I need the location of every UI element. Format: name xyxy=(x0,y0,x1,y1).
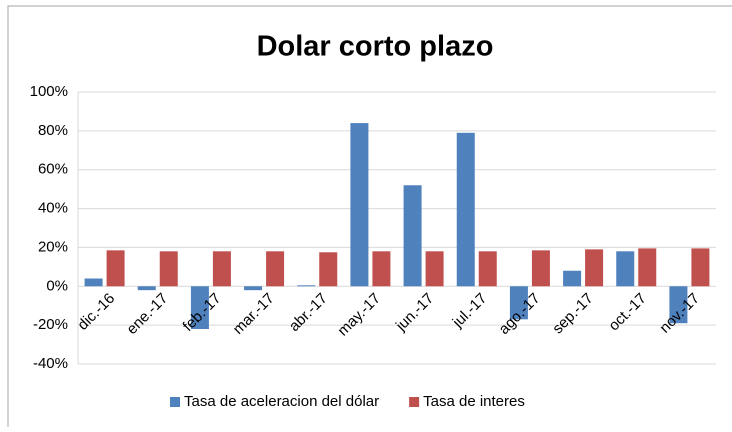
y-tick-label: -20% xyxy=(33,316,68,333)
legend-swatch xyxy=(409,397,420,407)
y-tick-label: 60% xyxy=(38,161,68,178)
bar xyxy=(616,251,635,287)
bar xyxy=(350,123,369,287)
bar xyxy=(669,286,688,324)
y-tick-label: 80% xyxy=(38,122,68,139)
bar xyxy=(319,252,338,287)
bar xyxy=(159,251,178,287)
chart-frame xyxy=(7,5,732,432)
bar xyxy=(137,286,156,291)
bar xyxy=(425,251,444,287)
y-tick-label: 20% xyxy=(38,238,68,255)
bar xyxy=(266,251,285,287)
y-tick-label: -40% xyxy=(33,355,68,372)
bar xyxy=(297,285,316,287)
y-tick-label: 100% xyxy=(30,83,68,100)
bar xyxy=(585,249,604,287)
y-tick-label: 40% xyxy=(38,200,68,217)
bar xyxy=(563,270,582,287)
bar xyxy=(190,286,209,330)
bar xyxy=(509,286,528,320)
bar xyxy=(212,251,231,287)
bar xyxy=(691,248,710,287)
bar xyxy=(638,248,657,287)
bar xyxy=(84,278,103,287)
bar xyxy=(106,250,125,287)
bar xyxy=(456,132,475,287)
bar xyxy=(372,251,391,287)
bar xyxy=(244,286,263,291)
legend-swatch xyxy=(170,397,180,407)
chart-title: Dolar corto plazo xyxy=(257,31,494,63)
bar xyxy=(531,250,550,287)
legend-label: Tasa de aceleracion del dólar xyxy=(184,393,379,410)
bar xyxy=(478,251,497,287)
y-tick-label: 0% xyxy=(46,277,68,294)
legend-label: Tasa de interes xyxy=(423,393,525,410)
bar xyxy=(403,185,422,287)
